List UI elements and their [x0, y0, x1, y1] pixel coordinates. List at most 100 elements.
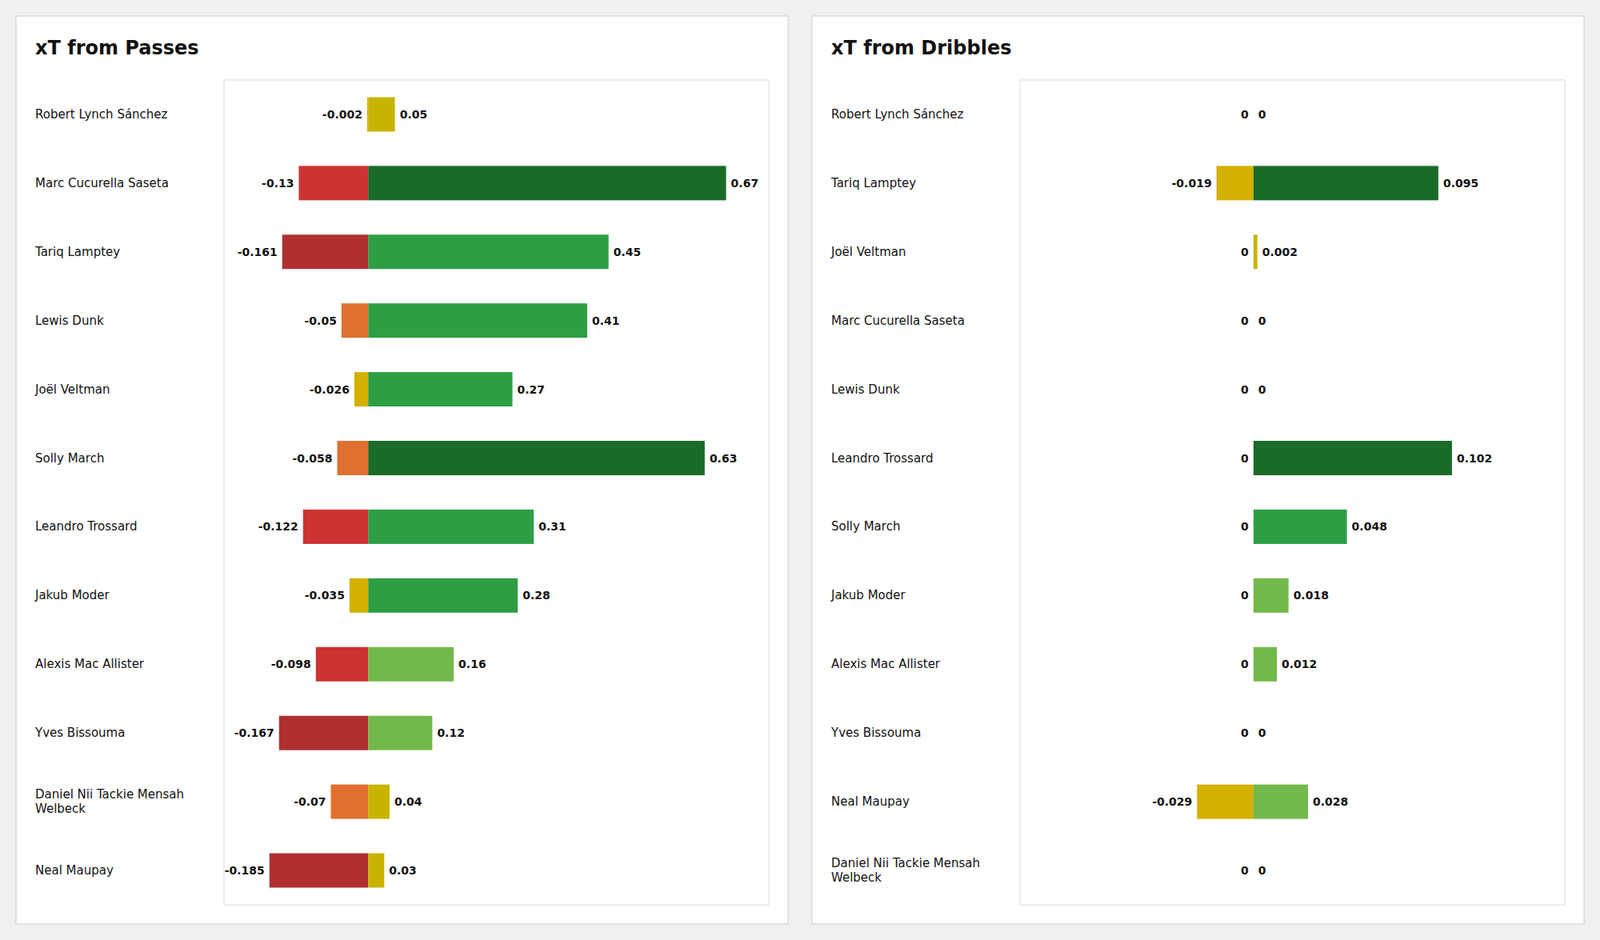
category-label: Tariq Lamptey — [34, 244, 120, 260]
data-label: 0.27 — [517, 383, 546, 396]
bar — [1252, 853, 1254, 888]
bar — [349, 578, 368, 613]
chart-title: xT from Passes — [35, 36, 200, 60]
data-label: 0.05 — [400, 108, 428, 121]
bar — [368, 853, 384, 888]
category-label: Tariq Lamptey — [830, 176, 916, 191]
category-label: Yves Bissouma — [34, 725, 125, 740]
bar — [368, 716, 432, 751]
category-label: Robert Lynch Sánchez — [35, 107, 168, 122]
category-label: Solly March — [831, 519, 900, 534]
bar — [354, 372, 368, 407]
data-label: 0 — [1240, 452, 1249, 465]
bar — [316, 647, 368, 682]
data-label: 0 — [1240, 657, 1249, 671]
chart-panel: xT from Passes Robert Lynch Sánchez Marc C… — [16, 16, 788, 924]
data-label: 0 — [1240, 864, 1249, 877]
data-labels: -0.002-0.13-0.161-0.05-0.026-0.058-0.122… — [224, 108, 759, 877]
category-label: Solly March — [35, 451, 104, 466]
data-label: 0.12 — [436, 726, 465, 740]
bar — [298, 165, 368, 200]
category-label: Yves Bissouma — [830, 725, 921, 740]
bars — [1196, 165, 1452, 819]
data-label: 0 — [1258, 314, 1267, 328]
data-label: 0.04 — [394, 795, 423, 808]
category-label: Marc Cucurella Saseta — [35, 176, 169, 191]
bar — [1253, 234, 1258, 269]
data-label: 0 — [1240, 108, 1249, 121]
data-label: 0 — [1258, 726, 1267, 740]
background — [0, 0, 1600, 940]
category-label: Leandro Trossard — [831, 451, 934, 466]
bar — [303, 509, 368, 544]
panel-background — [16, 16, 788, 924]
bar — [337, 440, 369, 476]
data-label: 0 — [1240, 245, 1249, 259]
category-label: Lewis Dunk — [831, 382, 900, 397]
category-label: Neal Maupay — [831, 794, 910, 809]
bar — [1216, 165, 1254, 200]
bar — [1252, 716, 1254, 751]
data-label: 0.102 — [1456, 452, 1492, 465]
bar — [331, 784, 369, 820]
bar — [341, 303, 368, 338]
bar — [367, 96, 368, 132]
bar — [1253, 440, 1452, 476]
data-label: 0.16 — [458, 657, 487, 671]
category-label: Jakub Moder — [830, 588, 907, 603]
category-label: Neal Maupay — [35, 863, 114, 878]
data-label: -0.05 — [304, 314, 337, 328]
bar — [1253, 578, 1289, 613]
data-label: 0.028 — [1312, 795, 1348, 808]
data-label: 0.31 — [538, 520, 567, 533]
data-label: -0.167 — [234, 726, 275, 740]
data-label: -0.07 — [293, 795, 326, 808]
bar — [1252, 372, 1254, 407]
bar — [1196, 784, 1254, 820]
category-label: Joël Veltman — [830, 244, 906, 260]
data-label: 0.002 — [1262, 245, 1298, 259]
data-labels: 0-0.01900000000-0.029000.0950.002000.102… — [1152, 108, 1492, 877]
data-label: 0.095 — [1443, 176, 1479, 190]
data-label: 0.45 — [613, 245, 642, 259]
bar — [368, 784, 390, 820]
data-label: 0 — [1258, 383, 1267, 396]
data-label: -0.035 — [304, 588, 345, 602]
bar — [368, 96, 395, 132]
chart-panel: xT from DribblesRobert Lynch SánchezTari… — [812, 16, 1584, 924]
data-label: -0.026 — [309, 383, 350, 396]
bar — [1253, 165, 1439, 200]
data-label: 0.41 — [592, 314, 620, 328]
category-label: Jakub Moder — [34, 588, 111, 603]
data-label: 0.018 — [1293, 588, 1329, 602]
bar — [368, 578, 518, 613]
bar — [1252, 303, 1254, 338]
panel-background — [812, 16, 1584, 924]
bar — [1253, 647, 1277, 682]
bar — [1252, 96, 1254, 132]
bar — [1252, 853, 1254, 888]
category-label: Alexis Mac Allister — [35, 656, 145, 672]
category-label: Joël Veltman — [34, 382, 110, 397]
data-label: -0.122 — [258, 520, 299, 533]
data-label: -0.161 — [237, 245, 278, 259]
chart-root: xT from Passes Robert Lynch Sánchez Marc C… — [0, 0, 1600, 940]
bar — [1252, 303, 1254, 338]
category-label: Leandro Trossard — [35, 519, 138, 534]
data-label: -0.029 — [1152, 795, 1192, 808]
bar — [368, 372, 512, 407]
data-label: 0.63 — [709, 452, 738, 465]
plot-frame — [1020, 80, 1565, 905]
category-label: Alexis Mac Allister — [831, 656, 941, 672]
data-label: -0.058 — [292, 452, 332, 465]
bar — [368, 165, 726, 200]
bar — [1253, 509, 1348, 544]
bar — [1252, 96, 1254, 132]
data-label: -0.185 — [224, 864, 265, 877]
data-label: 0 — [1240, 726, 1249, 740]
data-label: 0 — [1258, 864, 1267, 877]
data-label: 0 — [1240, 520, 1249, 533]
data-label: 0 — [1240, 588, 1249, 602]
bar — [269, 853, 369, 888]
bar — [368, 303, 588, 338]
